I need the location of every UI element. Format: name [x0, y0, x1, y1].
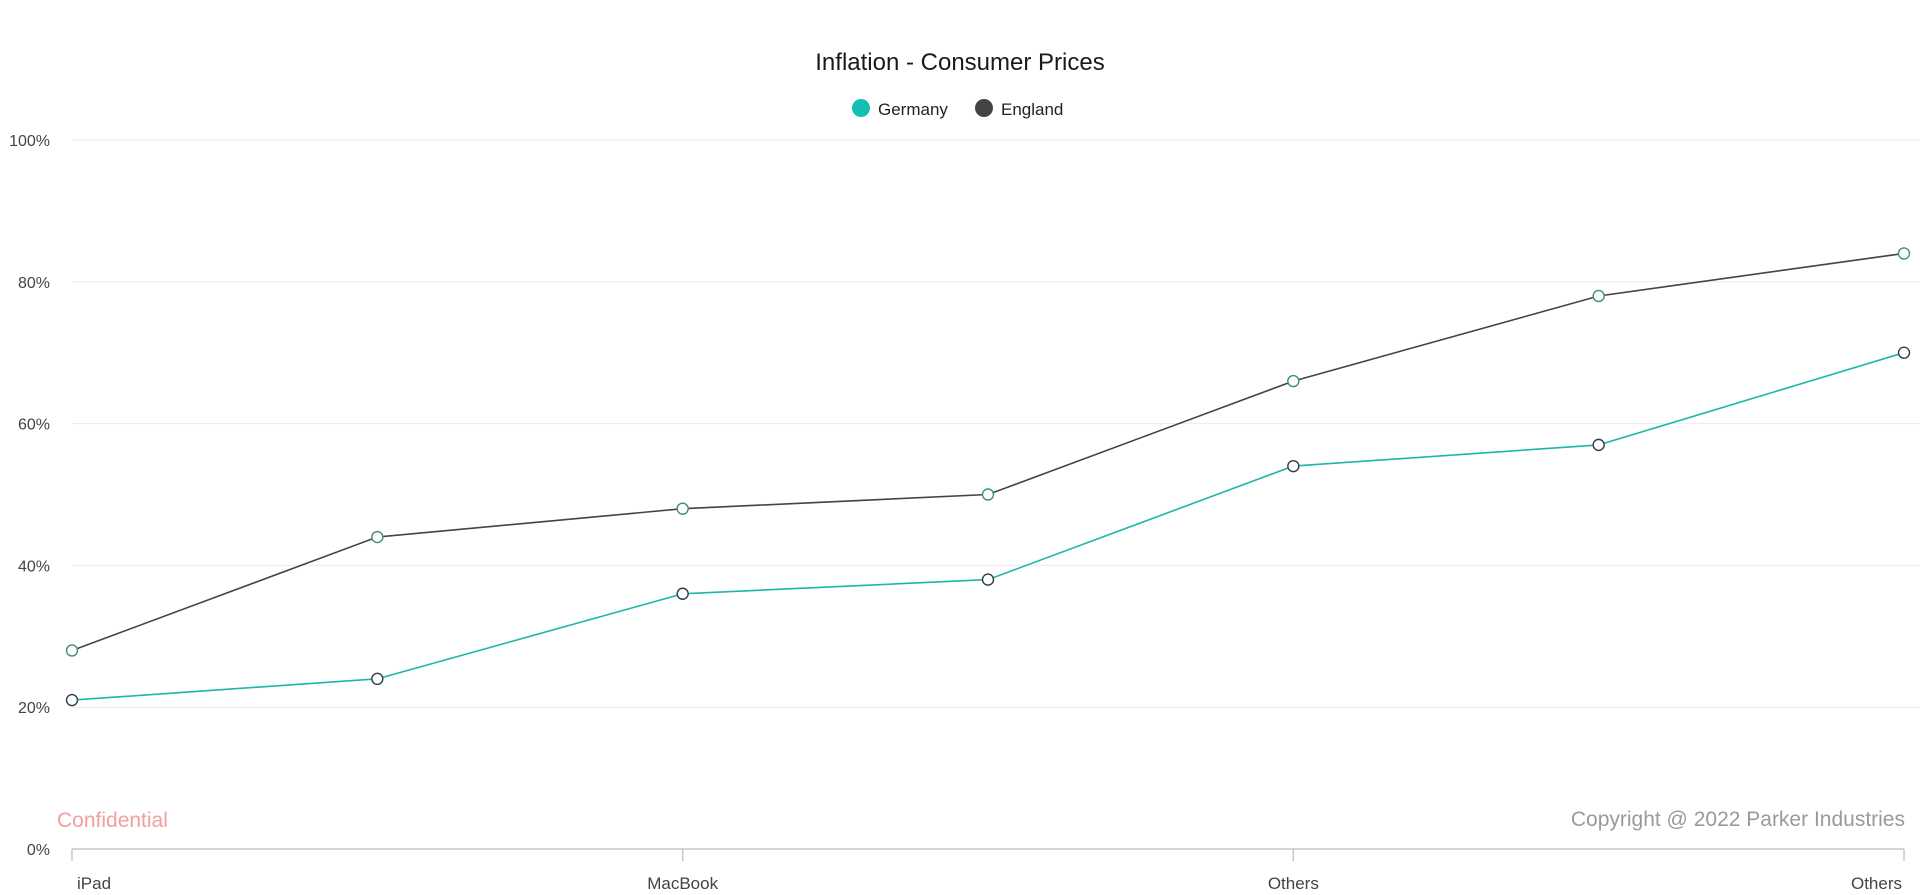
data-point-england[interactable]	[981, 488, 995, 501]
x-tick-label: MacBook	[647, 874, 718, 893]
legend-item-germany[interactable]: Germany	[852, 99, 948, 119]
x-tick-label: iPad	[77, 874, 111, 893]
data-point-germany[interactable]	[65, 693, 79, 707]
legend-swatch-germany	[852, 99, 870, 117]
series-line-germany	[71, 351, 1905, 701]
data-point-england[interactable]	[1897, 247, 1911, 260]
legend-label-england: England	[1001, 100, 1063, 119]
y-tick-label: 40%	[18, 558, 50, 575]
data-point-england[interactable]	[676, 502, 689, 515]
data-point-germany[interactable]	[1287, 459, 1300, 473]
copyright-notice: Copyright @ 2022 Parker Industries	[1571, 808, 1905, 831]
data-point-england[interactable]	[371, 530, 384, 544]
y-tick-label: 100%	[9, 133, 50, 150]
data-point-germany[interactable]	[1592, 438, 1605, 452]
data-point-germany[interactable]	[371, 672, 384, 686]
data-point-england[interactable]	[65, 644, 79, 657]
data-point-germany[interactable]	[676, 587, 689, 600]
legend-swatch-england	[975, 99, 993, 117]
y-tick-label: 20%	[18, 700, 50, 717]
y-tick-label: 60%	[18, 417, 50, 434]
data-point-england[interactable]	[1592, 289, 1605, 303]
legend: Germany England	[852, 99, 1063, 119]
x-tick-label: Others	[1268, 874, 1319, 893]
series-line-england	[71, 252, 1905, 652]
series-markers	[65, 247, 1911, 707]
data-point-germany[interactable]	[981, 573, 995, 586]
x-axis: iPad MacBook Others Others	[71, 848, 1905, 893]
y-tick-label: 0%	[27, 842, 50, 859]
data-point-england[interactable]	[1287, 374, 1300, 388]
x-tick-label: Others	[1851, 874, 1902, 893]
y-tick-label: 80%	[18, 275, 50, 292]
gridlines	[72, 139, 1920, 708]
legend-item-england[interactable]: England	[975, 99, 1063, 119]
y-axis-ticks: 0% 20% 40% 60% 80% 100%	[9, 133, 50, 859]
legend-label-germany: Germany	[878, 100, 948, 119]
data-point-germany[interactable]	[1897, 346, 1911, 359]
confidential-watermark: Confidential	[57, 809, 168, 832]
series-lines	[71, 252, 1905, 701]
chart-title: Inflation - Consumer Prices	[815, 49, 1104, 76]
